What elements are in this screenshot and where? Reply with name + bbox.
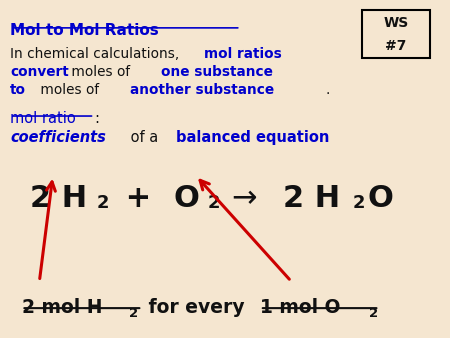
Text: O: O	[174, 184, 199, 213]
Text: In chemical calculations,: In chemical calculations,	[10, 47, 184, 61]
Text: coefficients: coefficients	[10, 130, 106, 145]
Text: mol ratio: mol ratio	[10, 111, 76, 126]
Text: mol ratios: mol ratios	[204, 47, 282, 61]
Text: 2: 2	[369, 308, 378, 320]
Text: one substance: one substance	[162, 65, 273, 79]
Text: moles of: moles of	[67, 65, 135, 79]
Text: .: .	[325, 83, 329, 97]
Text: :: :	[94, 111, 99, 126]
Text: for every: for every	[142, 298, 252, 317]
Text: Mol to Mol Ratios: Mol to Mol Ratios	[10, 23, 159, 38]
Text: 2 mol H: 2 mol H	[22, 298, 102, 317]
Text: 2: 2	[129, 308, 138, 320]
Text: balanced equation: balanced equation	[176, 130, 329, 145]
Text: 2: 2	[97, 194, 109, 212]
Text: WS: WS	[383, 17, 409, 30]
Text: +: +	[116, 184, 152, 213]
Text: 2 H: 2 H	[283, 184, 340, 213]
Text: #7: #7	[385, 39, 407, 53]
Text: moles of: moles of	[36, 83, 104, 97]
FancyBboxPatch shape	[362, 10, 431, 58]
Text: O: O	[367, 184, 393, 213]
Text: convert: convert	[10, 65, 69, 79]
Text: 1 mol O: 1 mol O	[260, 298, 340, 317]
Text: of a: of a	[126, 130, 162, 145]
Text: 2 H: 2 H	[31, 184, 88, 213]
Text: 2: 2	[208, 194, 220, 212]
Text: 2: 2	[352, 194, 365, 212]
Text: another substance: another substance	[130, 83, 274, 97]
Text: to: to	[10, 83, 27, 97]
Text: →: →	[232, 184, 257, 213]
